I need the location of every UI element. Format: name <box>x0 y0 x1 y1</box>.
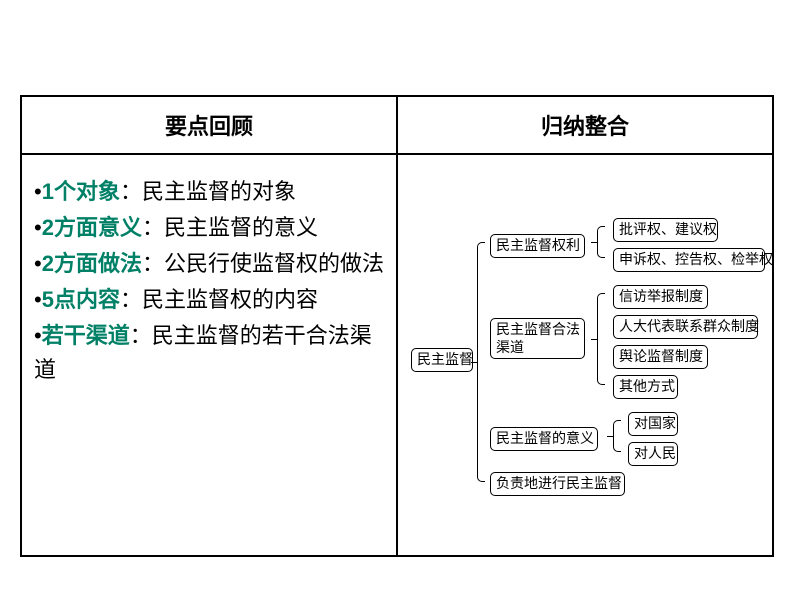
bullet-label: ：民主监督权的内容 <box>120 287 318 312</box>
diagram-node: 对人民 <box>628 442 678 466</box>
diagram-node: 申诉权、控告权、检举权 <box>613 248 765 272</box>
right-column: 民主监督 民主监督权利 批评权、建议权申诉权、控告权、检举权民主监督合法渠道 信访举报… <box>397 154 773 556</box>
bracket-stem <box>591 242 597 243</box>
bullet-dot: • <box>34 215 42 240</box>
bullet-item: •1个对象：民主监督的对象 <box>34 175 384 209</box>
bullet-dot: • <box>34 287 42 312</box>
bracket <box>597 293 605 385</box>
bullet-label: ：公民行使监督权的做法 <box>142 251 384 276</box>
diagram-node: 批评权、建议权 <box>613 218 718 242</box>
diagram-node: 信访举报制度 <box>613 285 708 309</box>
bullet-label: ：民主监督的对象 <box>120 179 296 204</box>
bracket <box>597 226 605 258</box>
header-right: 归纳整合 <box>397 96 773 154</box>
bullet-item: •2方面意义：民主监督的意义 <box>34 211 384 245</box>
bullet-dot: • <box>34 251 42 276</box>
header-left: 要点回顾 <box>21 96 397 154</box>
bracket-stem <box>591 339 597 340</box>
bullet-number: 2方面做法 <box>42 251 142 276</box>
main-table: 要点回顾 归纳整合 •1个对象：民主监督的对象•2方面意义：民主监督的意义•2方… <box>20 95 774 557</box>
diagram-node: 民主监督权利 <box>490 234 585 258</box>
bullet-number: 5点内容 <box>42 287 120 312</box>
bullet-label: ：民主监督的意义 <box>142 215 318 240</box>
diagram-node: 民主监督的意义 <box>490 427 598 451</box>
left-column: •1个对象：民主监督的对象•2方面意义：民主监督的意义•2方面做法：公民行使监督… <box>21 154 397 556</box>
diagram-node: 对国家 <box>628 412 678 436</box>
diagram-node: 其他方式 <box>613 375 678 399</box>
diagram: 民主监督 民主监督权利 批评权、建议权申诉权、控告权、检举权民主监督合法渠道 信访举报… <box>403 170 767 540</box>
diagram-node: 人大代表联系群众制度 <box>613 315 758 339</box>
bracket <box>613 420 621 452</box>
diagram-node: 民主监督 <box>411 348 473 372</box>
bullet-item: •若干渠道：民主监督的若干合法渠道 <box>34 319 384 387</box>
diagram-node: 负责地进行民主监督 <box>490 472 625 496</box>
bullet-dot: • <box>34 323 42 348</box>
bullet-item: •5点内容：民主监督权的内容 <box>34 283 384 317</box>
bracket-stem <box>607 436 613 437</box>
bullet-number: 若干渠道 <box>42 323 130 348</box>
bullet-item: •2方面做法：公民行使监督权的做法 <box>34 247 384 281</box>
diagram-node: 民主监督合法渠道 <box>490 318 585 359</box>
bullet-number: 2方面意义 <box>42 215 142 240</box>
bracket-stem <box>471 362 477 363</box>
bracket <box>477 242 485 482</box>
bullet-dot: • <box>34 179 42 204</box>
bullet-number: 1个对象 <box>42 179 120 204</box>
diagram-node: 舆论监督制度 <box>613 345 708 369</box>
bullets-list: •1个对象：民主监督的对象•2方面意义：民主监督的意义•2方面做法：公民行使监督… <box>34 175 384 388</box>
